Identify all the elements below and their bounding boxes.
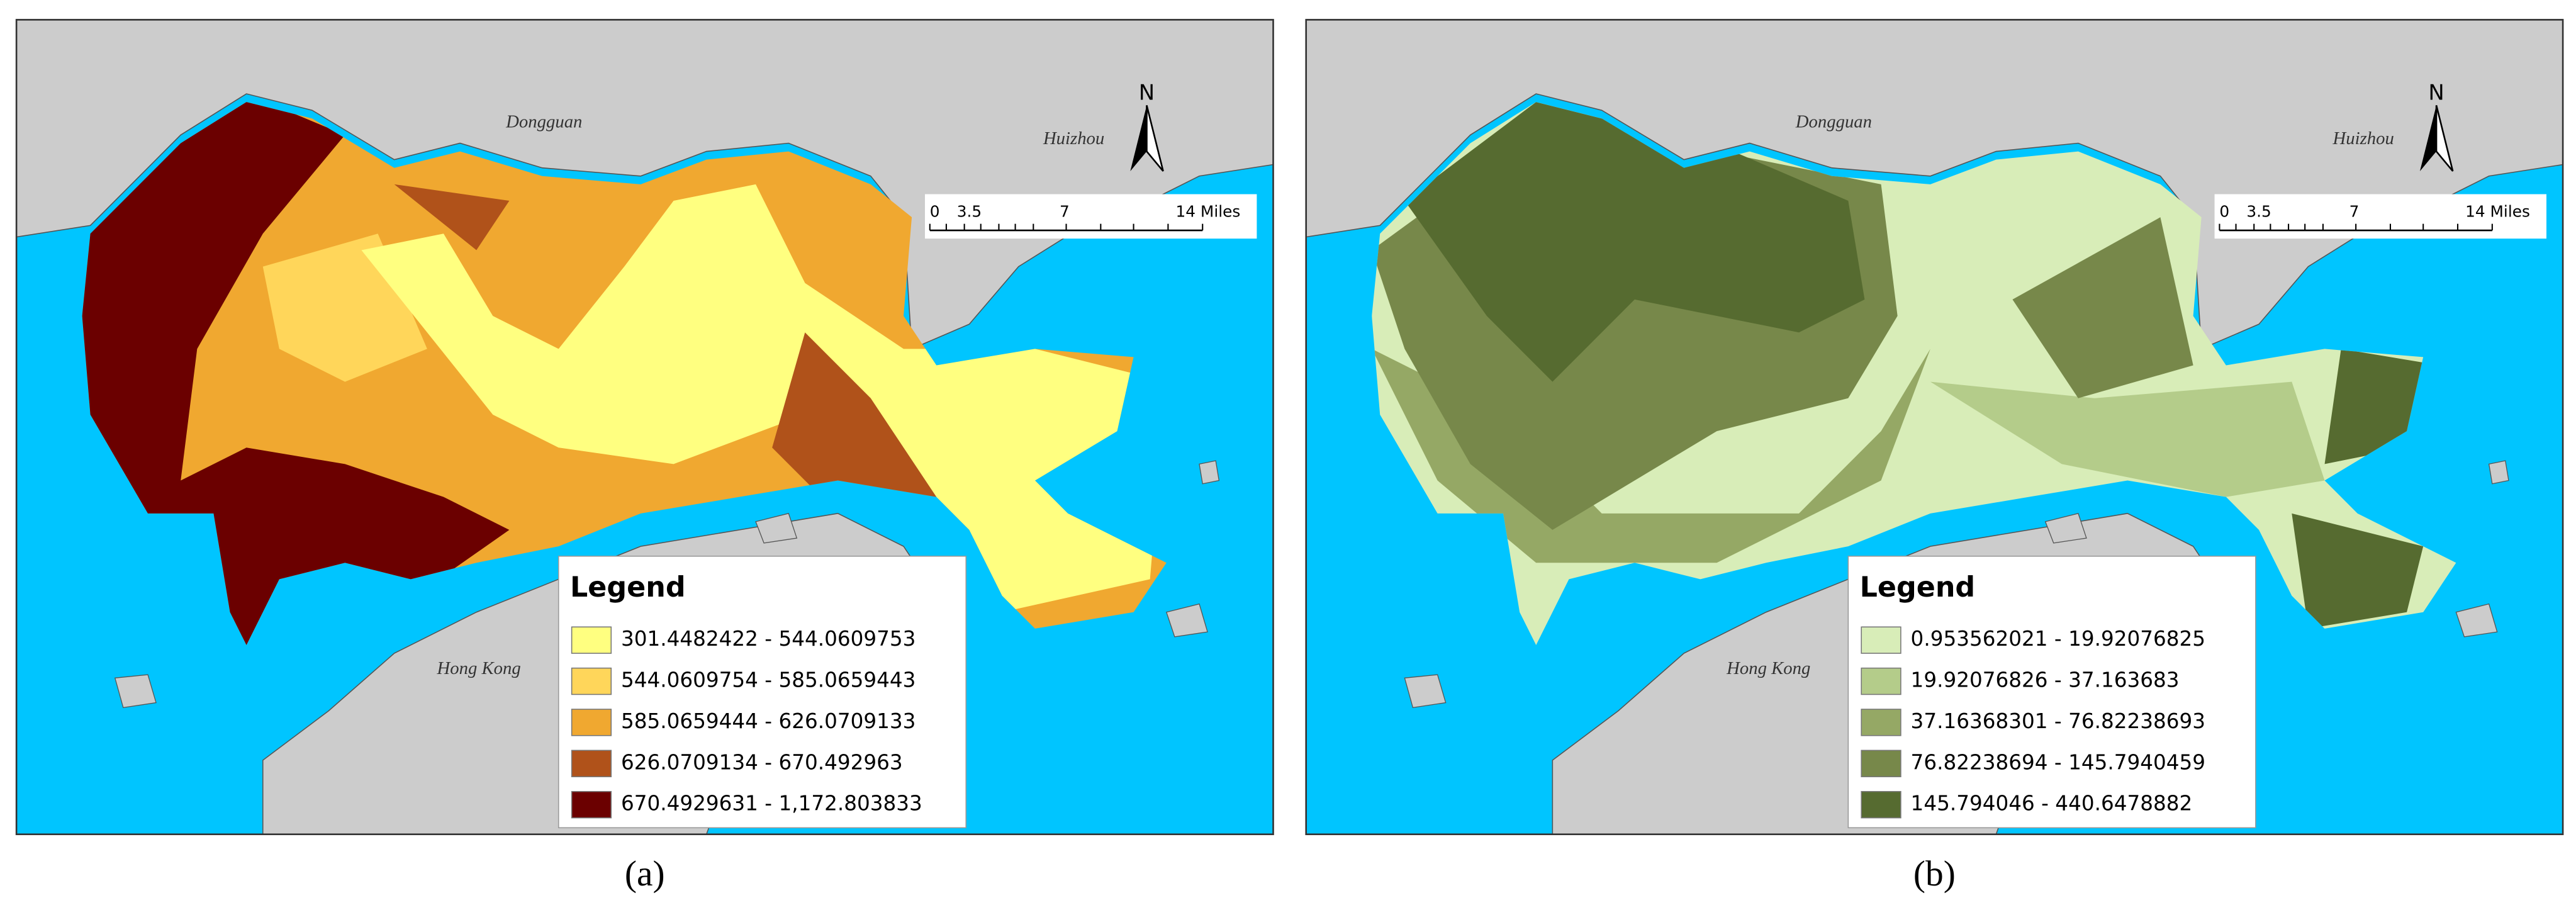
legend-label: 585.0659444 - 626.0709133 xyxy=(621,709,916,733)
surface-zone xyxy=(2012,217,2193,398)
north-arrow xyxy=(2435,105,2454,172)
surface-zone xyxy=(361,184,1167,612)
legend-swatch xyxy=(1861,750,1901,777)
legend-label: 0.953562021 - 19.92076825 xyxy=(1911,627,2205,651)
island xyxy=(2488,460,2509,485)
island xyxy=(1165,603,1208,638)
legend-swatch xyxy=(1861,709,1901,736)
island xyxy=(114,674,157,709)
land-north xyxy=(1306,20,2563,350)
surface-zone xyxy=(2292,513,2424,629)
legend-swatch xyxy=(1861,667,1901,695)
legend-label: 544.0609754 - 585.0659443 xyxy=(621,668,916,692)
surface-zone xyxy=(1372,349,1930,563)
map-panel: Dongguan Huizhou Hong Kong N 0 3.5 7 14 Miles Le… xyxy=(15,19,1274,836)
surface-zone xyxy=(772,332,937,514)
island xyxy=(1404,674,1447,709)
island xyxy=(755,513,798,544)
island xyxy=(2455,603,2498,638)
scale-label: 14 Miles xyxy=(2465,202,2530,220)
place-label: Huizhou xyxy=(1043,128,1104,149)
study-area xyxy=(82,102,1167,646)
scale-label: 0 xyxy=(2219,202,2229,220)
legend-swatch xyxy=(571,667,612,695)
place-label: Dongguan xyxy=(1795,112,1872,132)
legend-swatch xyxy=(1861,790,1901,819)
place-label: Hong Kong xyxy=(437,658,521,678)
surface-zone xyxy=(1930,381,2325,497)
legend-swatch xyxy=(571,709,612,736)
north-arrow xyxy=(1130,105,1147,171)
north-label: N xyxy=(1139,81,1155,106)
north-label: N xyxy=(2428,81,2444,106)
legend-swatch xyxy=(571,750,612,777)
island xyxy=(2044,513,2087,544)
panel-border xyxy=(1305,19,2564,836)
map-panel: Dongguan Huizhou Hong Kong N 0 3.5 7 14 Miles Le… xyxy=(1305,19,2564,836)
legend-box xyxy=(1847,556,2256,829)
surface-zone xyxy=(394,184,510,250)
scale-label: 14 Miles xyxy=(1175,202,1240,220)
legend-label: 19.92076826 - 37.163683 xyxy=(1911,668,2180,692)
surface-zone xyxy=(1404,102,1865,382)
legend-swatch xyxy=(1861,626,1901,654)
island xyxy=(1199,460,1220,485)
legend-label: 626.0709134 - 670.492963 xyxy=(621,750,903,774)
north-arrow xyxy=(1146,105,1164,172)
land-north xyxy=(16,20,1274,350)
place-label: Huizhou xyxy=(2332,128,2394,149)
scale-label: 3.5 xyxy=(2246,202,2271,220)
north-arrow xyxy=(2419,105,2437,171)
scale-label: 0 xyxy=(930,202,940,220)
legend-title: Legend xyxy=(1860,571,1976,604)
legend-label: 670.4929631 - 1,172.803833 xyxy=(621,792,922,816)
scale-label: 3.5 xyxy=(957,202,982,220)
panel-caption: (b) xyxy=(1913,854,1956,894)
legend-label: 37.16368301 - 76.82238693 xyxy=(1911,709,2205,733)
place-label: Dongguan xyxy=(505,112,582,132)
legend-swatch xyxy=(571,790,612,819)
legend-label: 145.794046 - 440.6478882 xyxy=(1911,792,2193,816)
place-label: Hong Kong xyxy=(1726,658,1810,678)
legend-title: Legend xyxy=(570,571,686,604)
scale-label: 7 xyxy=(1060,202,1070,220)
legend-label: 301.4482422 - 544.0609753 xyxy=(621,627,916,651)
panel-border xyxy=(15,19,1274,836)
legend-box xyxy=(557,556,967,829)
legend-swatch xyxy=(571,626,612,654)
legend-label: 76.82238694 - 145.7940459 xyxy=(1911,750,2205,774)
scale-label: 7 xyxy=(2349,202,2360,220)
panel-caption: (a) xyxy=(625,854,665,894)
